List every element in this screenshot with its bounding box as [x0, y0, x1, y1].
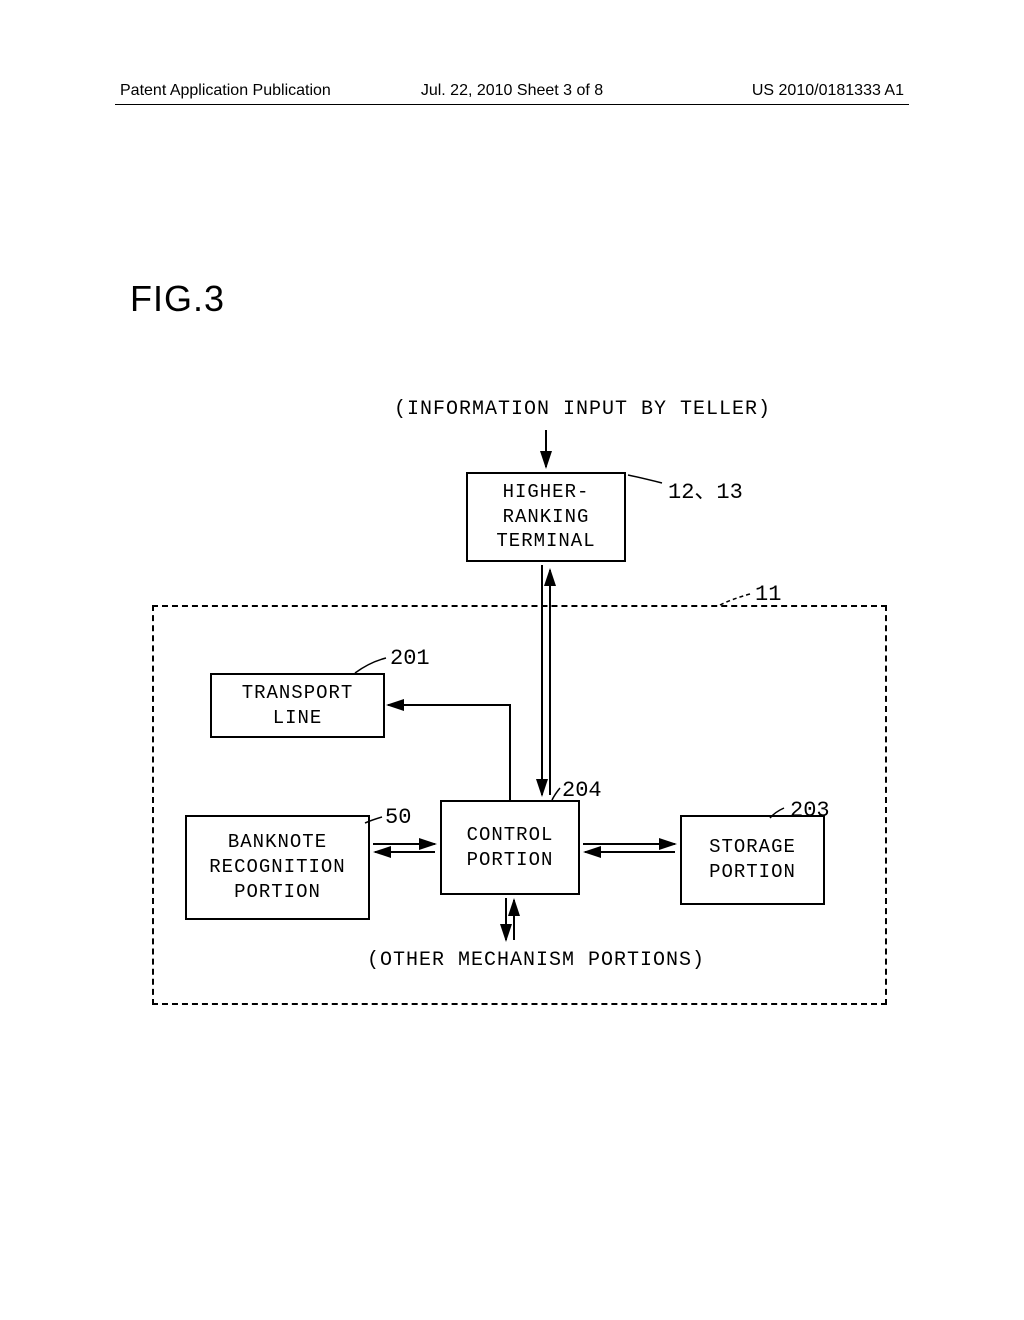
header-center-text: Jul. 22, 2010 Sheet 3 of 8 [421, 82, 603, 100]
terminal-box: HIGHER- RANKING TERMINAL [466, 472, 626, 562]
control-box: CONTROL PORTION [440, 800, 580, 895]
input-label: (INFORMATION INPUT BY TELLER) [394, 398, 771, 421]
storage-box: STORAGE PORTION [680, 815, 825, 905]
terminal-text: HIGHER- RANKING TERMINAL [496, 480, 595, 554]
storage-text: STORAGE PORTION [709, 835, 796, 884]
page-header: Patent Application Publication Jul. 22, … [0, 82, 1024, 100]
transport-box: TRANSPORT LINE [210, 673, 385, 738]
diagram-container: (INFORMATION INPUT BY TELLER) HIGHER- RA… [130, 380, 900, 1030]
other-mechanisms-label: (OTHER MECHANISM PORTIONS) [367, 949, 705, 972]
recognition-text: BANKNOTE RECOGNITION PORTION [209, 830, 345, 904]
ref-11: 11 [755, 582, 781, 607]
header-divider [115, 104, 909, 105]
transport-text: TRANSPORT LINE [242, 681, 354, 730]
recognition-box: BANKNOTE RECOGNITION PORTION [185, 815, 370, 920]
ref-201: 201 [390, 646, 430, 671]
header-left-text: Patent Application Publication [120, 82, 331, 100]
ref-12-13: 12、13 [668, 473, 743, 505]
header-right-text: US 2010/0181333 A1 [752, 82, 904, 100]
ref-50: 50 [385, 805, 411, 830]
figure-label: FIG.3 [130, 278, 225, 320]
control-text: CONTROL PORTION [467, 823, 554, 872]
